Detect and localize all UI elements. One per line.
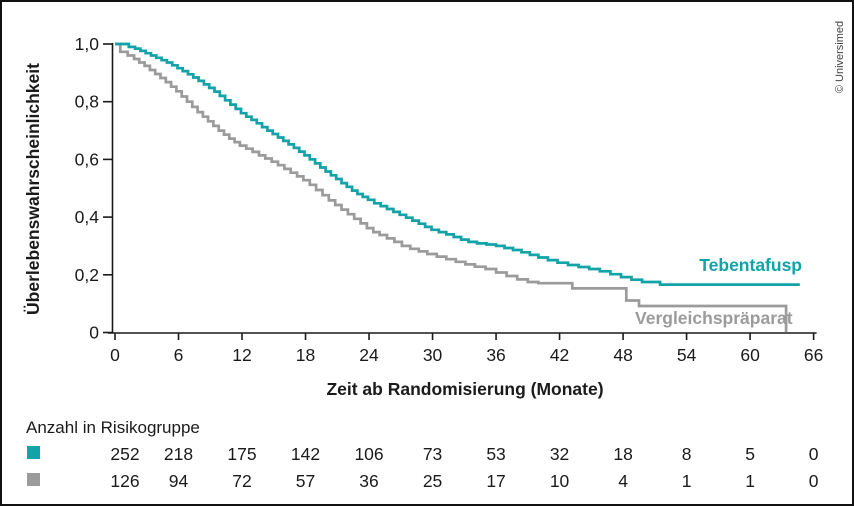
copyright-credit: © Universimed xyxy=(834,20,846,94)
x-tick-label: 48 xyxy=(613,345,632,365)
risk-count: 53 xyxy=(486,444,505,464)
y-tick-label: 0,8 xyxy=(75,92,99,112)
risk-count: 252 xyxy=(110,444,139,464)
x-axis-title: Zeit ab Randomisierung (Monate) xyxy=(326,379,604,399)
risk-count: 142 xyxy=(291,444,320,464)
y-tick-label: 1,0 xyxy=(75,34,100,54)
risk-count: 73 xyxy=(423,444,442,464)
risk-count: 0 xyxy=(809,471,819,491)
risk-count: 72 xyxy=(232,471,251,491)
risk-count: 57 xyxy=(296,471,315,491)
risk-table-title: Anzahl in Risikogruppe xyxy=(26,418,200,437)
x-tick-label: 24 xyxy=(359,345,379,365)
risk-count: 4 xyxy=(618,471,628,491)
x-tick-label: 54 xyxy=(677,345,697,365)
y-tick-label: 0,2 xyxy=(75,265,99,285)
x-tick-label: 30 xyxy=(423,345,443,365)
survival-curve-tebentafusp xyxy=(115,42,800,286)
curve-label-tebentafusp: Tebentafusp xyxy=(699,255,802,275)
risk-count: 5 xyxy=(745,444,755,464)
risk-count: 126 xyxy=(110,471,139,491)
risk-count: 17 xyxy=(486,471,505,491)
x-tick-label: 60 xyxy=(740,345,760,365)
risk-count: 1 xyxy=(682,471,692,491)
legend-swatch-vergleichspraeparat xyxy=(27,473,40,486)
y-axis-title: Überlebenswahrscheinlichkeit xyxy=(23,63,43,315)
survival-curve-vergleichspraeparat xyxy=(115,42,788,333)
risk-count: 218 xyxy=(164,444,193,464)
risk-count: 8 xyxy=(682,444,692,464)
risk-count: 0 xyxy=(809,444,819,464)
risk-count: 32 xyxy=(550,444,569,464)
risk-count: 94 xyxy=(169,471,189,491)
risk-count: 175 xyxy=(227,444,256,464)
risk-count: 18 xyxy=(613,444,632,464)
x-tick-label: 6 xyxy=(174,345,184,365)
x-tick-label: 36 xyxy=(486,345,505,365)
risk-count: 25 xyxy=(423,471,442,491)
x-tick-label: 42 xyxy=(550,345,569,365)
y-tick-label: 0,4 xyxy=(75,207,100,227)
risk-count: 1 xyxy=(745,471,755,491)
risk-count: 106 xyxy=(354,444,383,464)
x-tick-label: 0 xyxy=(110,345,120,365)
x-tick-label: 12 xyxy=(232,345,251,365)
risk-count: 36 xyxy=(359,471,378,491)
risk-count: 10 xyxy=(550,471,570,491)
y-tick-label: 0 xyxy=(89,323,99,343)
y-tick-label: 0,6 xyxy=(75,149,99,169)
x-tick-label: 18 xyxy=(296,345,315,365)
legend-swatch-tebentafusp xyxy=(27,446,40,459)
curve-label-vergleichspraeparat: Vergleichspräparat xyxy=(635,308,793,328)
x-tick-label: 66 xyxy=(804,345,823,365)
